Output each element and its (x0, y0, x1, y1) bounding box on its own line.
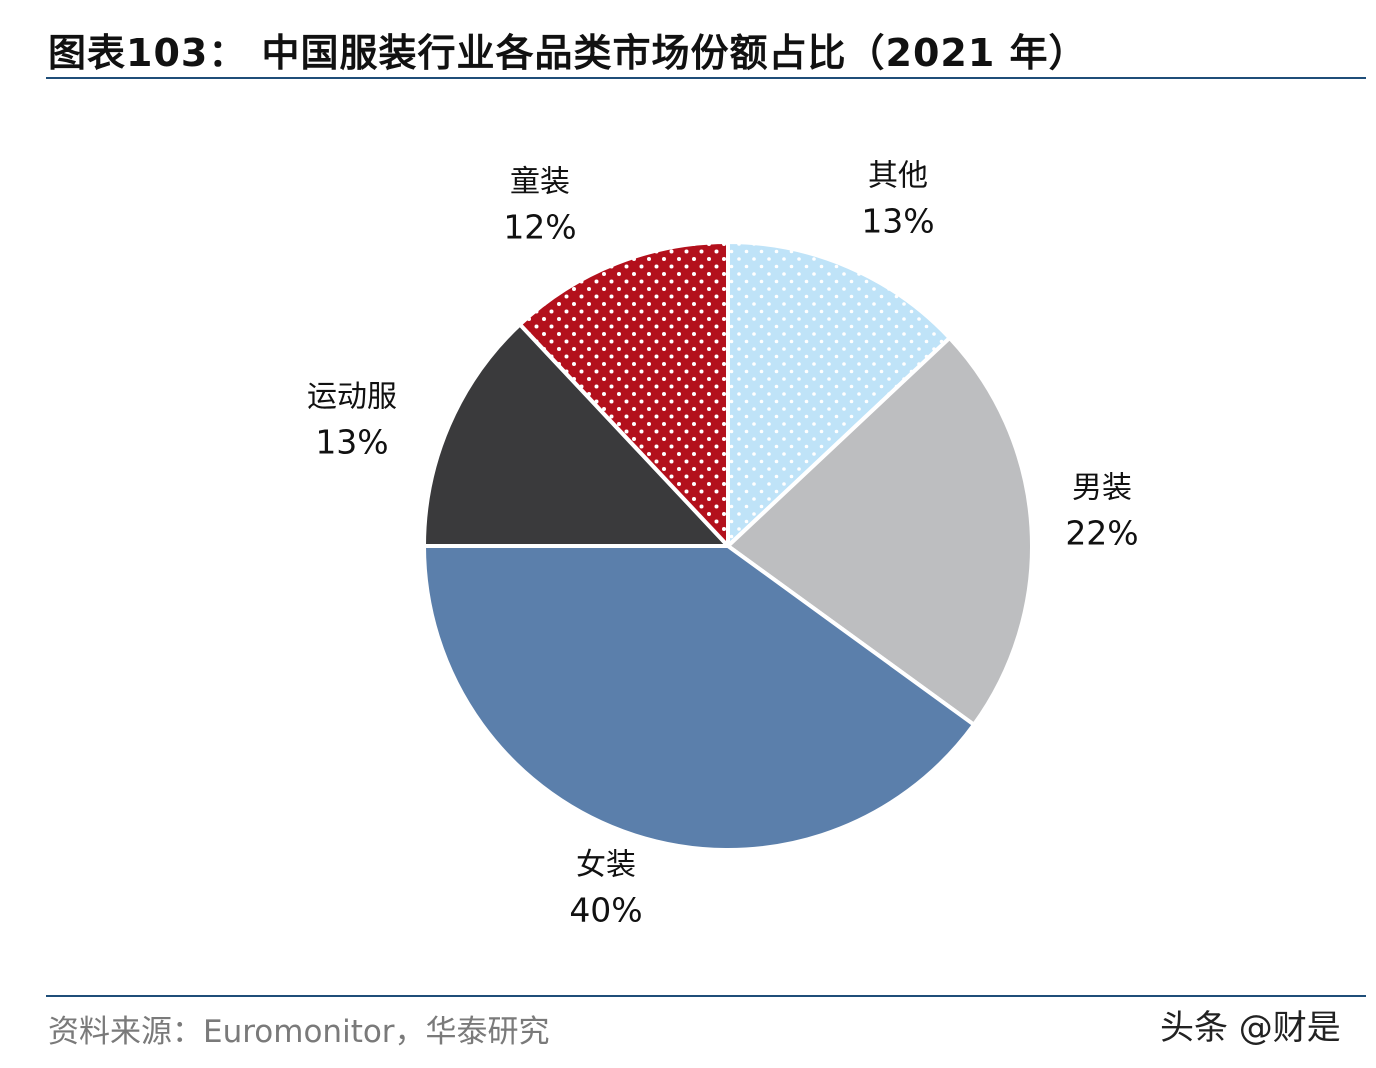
slice-name-label: 男装 (1072, 471, 1132, 506)
source-note: 资料来源：Euromonitor，华泰研究 (48, 1014, 550, 1050)
pie-slice-4 (422, 322, 730, 548)
slice-name-label: 童装 (510, 165, 570, 200)
slice-percent-label: 22% (1065, 514, 1138, 553)
slice-percent-label: 13% (315, 423, 388, 462)
pie-slice-5 (517, 240, 730, 548)
pie-slice-2 (726, 335, 1034, 727)
pie-slice-1 (726, 240, 952, 548)
footer-divider (46, 995, 1366, 997)
slice-percent-label: 13% (861, 202, 934, 241)
slice-name-label: 运动服 (307, 380, 397, 415)
pie-slice-3 (422, 544, 976, 852)
title-divider (46, 77, 1366, 79)
slice-percent-label: 40% (569, 891, 642, 930)
slice-name-label: 其他 (868, 159, 928, 194)
chart-title: 图表103： 中国服装行业各品类市场份额占比（2021 年） (48, 31, 1088, 75)
slice-name-label: 女装 (576, 848, 636, 883)
slice-percent-label: 12% (503, 208, 576, 247)
watermark: 头条 @财是 (1160, 1008, 1341, 1048)
